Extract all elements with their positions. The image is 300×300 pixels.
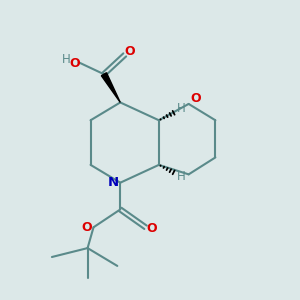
Text: H: H [177, 102, 186, 115]
Polygon shape [101, 73, 120, 102]
Text: O: O [191, 92, 201, 105]
Text: O: O [124, 45, 134, 58]
Text: O: O [147, 222, 158, 235]
Text: O: O [82, 221, 92, 234]
Text: H: H [62, 53, 70, 66]
Text: O: O [69, 57, 80, 70]
Text: H: H [177, 170, 186, 183]
Text: N: N [107, 176, 118, 189]
